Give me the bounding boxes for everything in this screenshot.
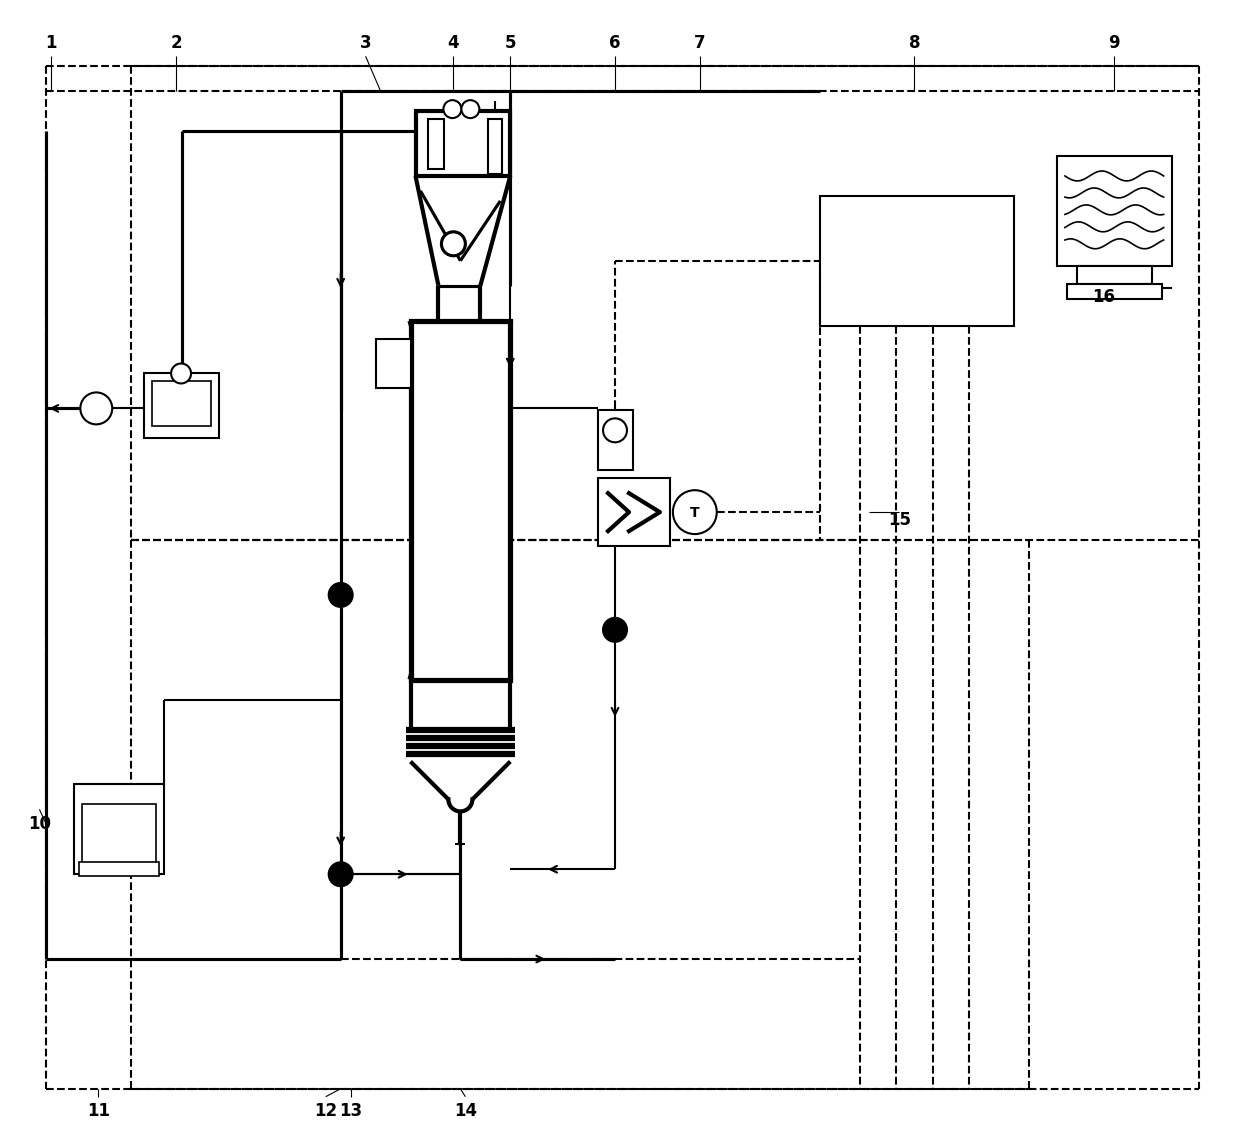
Circle shape — [81, 393, 113, 424]
Text: 4: 4 — [448, 34, 459, 52]
Bar — [82, 805, 156, 864]
Text: 2: 2 — [170, 34, 182, 52]
Text: T: T — [689, 506, 699, 520]
Circle shape — [444, 100, 461, 118]
Text: 12: 12 — [314, 1102, 337, 1119]
Text: 3: 3 — [360, 34, 372, 52]
Text: 14: 14 — [454, 1102, 477, 1119]
Circle shape — [673, 490, 717, 535]
Circle shape — [603, 617, 627, 641]
Bar — [74, 784, 164, 874]
Bar — [410, 320, 511, 680]
Text: 16: 16 — [1092, 287, 1115, 305]
Text: 5: 5 — [505, 34, 516, 52]
Bar — [598, 478, 670, 546]
Bar — [144, 373, 219, 438]
Text: 7: 7 — [694, 34, 706, 52]
Text: 8: 8 — [909, 34, 920, 52]
Circle shape — [329, 863, 352, 886]
Bar — [376, 338, 410, 388]
Bar — [598, 411, 632, 470]
Circle shape — [171, 363, 191, 384]
Bar — [1076, 266, 1152, 284]
Bar — [1066, 284, 1162, 299]
Bar — [79, 863, 159, 876]
Bar — [489, 119, 502, 174]
Bar — [429, 119, 444, 169]
Bar — [153, 381, 211, 427]
Circle shape — [329, 583, 352, 607]
Bar — [820, 196, 1014, 326]
Text: 13: 13 — [339, 1102, 362, 1119]
Bar — [1056, 155, 1172, 266]
Circle shape — [461, 100, 480, 118]
Circle shape — [441, 232, 465, 255]
Text: 1: 1 — [46, 34, 57, 52]
Text: 6: 6 — [609, 34, 621, 52]
Text: 15: 15 — [888, 511, 911, 529]
Text: 10: 10 — [29, 815, 51, 833]
Bar — [415, 111, 511, 176]
Circle shape — [603, 419, 627, 443]
Text: 11: 11 — [87, 1102, 110, 1119]
Text: 9: 9 — [1109, 34, 1120, 52]
